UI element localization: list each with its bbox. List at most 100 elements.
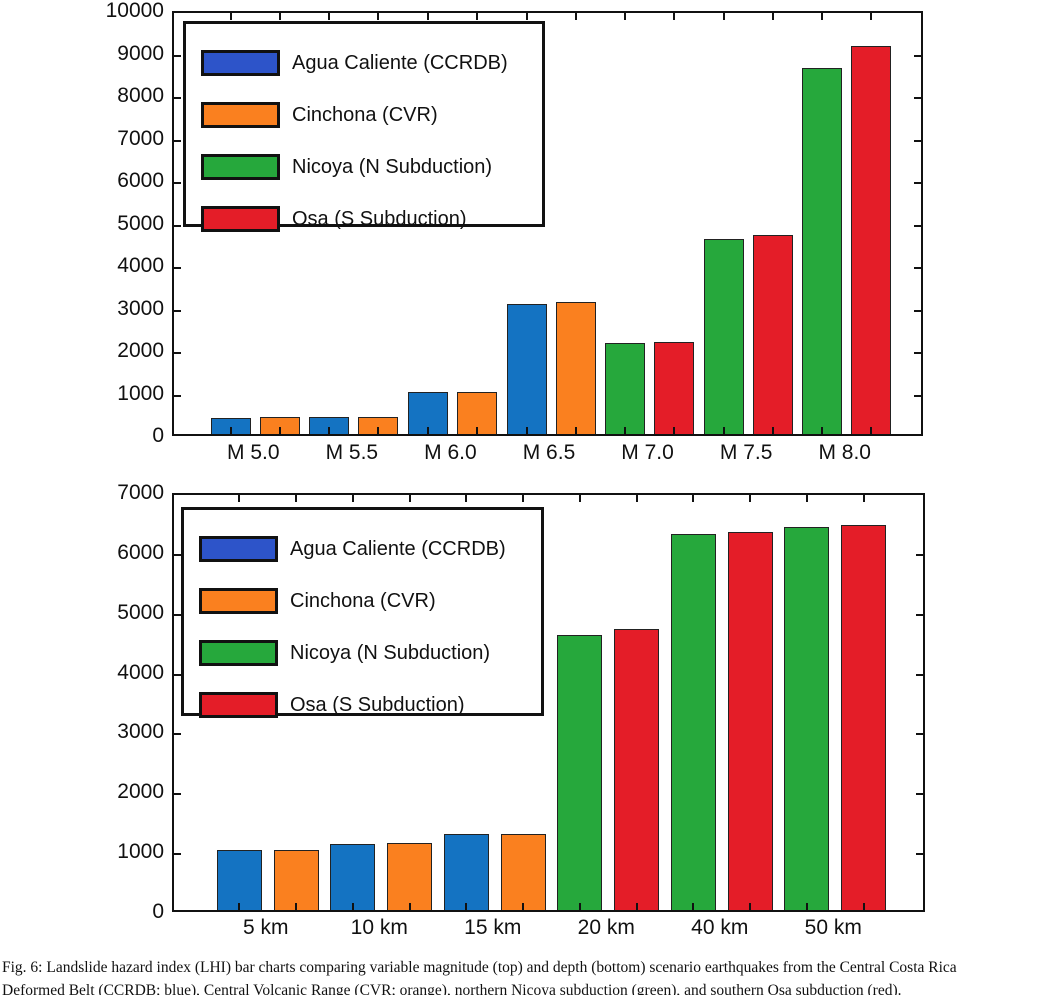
legend-row: Agua Caliente (CCRDB): [201, 37, 542, 89]
bar-m-8.0-green: [802, 67, 843, 434]
y-tick: [174, 54, 181, 57]
y-tick: [174, 182, 181, 184]
y-tick: [174, 97, 181, 99]
y-tick-label: 9000: [117, 41, 164, 65]
x-tick: [238, 495, 241, 502]
y-tick-label: 8000: [117, 84, 164, 107]
bar-40-km-green: [670, 533, 716, 910]
x-tick: [377, 427, 380, 434]
legend-swatch-red: [201, 206, 280, 232]
x-tick-label: 5 km: [242, 916, 289, 939]
x-tick: [862, 903, 865, 910]
x-tick-label: M 6.5: [522, 441, 576, 464]
x-tick-label: M 5.0: [227, 441, 280, 464]
x-tick: [862, 495, 865, 502]
x-tick: [821, 13, 824, 20]
x-tick-label: 20 km: [577, 916, 635, 939]
bar-m-6.5-orange: [555, 302, 596, 434]
caption-line-1: Fig. 6: Landslide hazard index (LHI) bar…: [2, 959, 957, 976]
bar-m-7.0-green: [605, 343, 646, 434]
y-tick-label: 5000: [117, 211, 164, 235]
x-tick: [475, 13, 478, 20]
x-tick: [295, 903, 298, 910]
y-tick: [914, 224, 921, 227]
legend-row: Nicoya (N Subduction): [199, 627, 541, 679]
bar-10-km-bar_blue: [330, 843, 376, 910]
x-tick: [229, 427, 232, 434]
y-tick: [914, 267, 921, 269]
bar-m-7.0-red: [654, 341, 695, 434]
bar-m-6.5-bar_blue: [506, 303, 547, 434]
x-tick: [328, 13, 331, 20]
x-tick: [749, 495, 752, 502]
x-tick: [771, 427, 774, 434]
x-tick: [351, 903, 354, 910]
x-tick-label: M 7.0: [621, 441, 674, 464]
x-tick: [722, 13, 725, 20]
x-tick: [408, 495, 411, 502]
x-tick: [624, 427, 627, 434]
y-tick: [916, 853, 923, 856]
x-tick-label: 10 km: [350, 916, 408, 939]
y-tick: [916, 613, 923, 616]
legend-row: Agua Caliente (CCRDB): [199, 523, 541, 575]
bar-50-km-red: [841, 524, 887, 910]
y-tick-label: 1000: [117, 381, 164, 405]
caption-line-2: Deformed Belt (CCRDB; blue), Central Vol…: [2, 982, 902, 995]
y-tick-label: 2000: [117, 339, 164, 362]
magnitude-chart-legend: Agua Caliente (CCRDB) Cinchona (CVR) Nicoy…: [183, 21, 545, 232]
y-tick-label: 3000: [117, 296, 164, 320]
legend-swatch-orange: [201, 102, 280, 128]
y-tick: [174, 352, 181, 354]
bar-5-km-bar_blue: [216, 850, 262, 910]
x-tick: [692, 903, 695, 910]
legend-swatch-legend_blue: [199, 536, 278, 562]
x-tick-label: M 8.0: [818, 441, 871, 464]
bar-15-km-orange: [500, 833, 546, 910]
y-tick: [914, 54, 921, 57]
y-tick: [174, 309, 181, 312]
legend-item-label: Cinchona (CVR): [290, 589, 436, 612]
x-tick: [805, 903, 808, 910]
legend-row: Osa (S Subduction): [199, 679, 541, 731]
y-tick: [174, 673, 181, 676]
y-tick: [174, 224, 181, 227]
y-tick: [914, 352, 921, 354]
x-tick: [295, 495, 298, 502]
legend-swatch-red: [199, 692, 278, 718]
bar-m-7.5-green: [703, 239, 744, 434]
y-tick: [916, 553, 923, 556]
bar-50-km-green: [784, 526, 830, 910]
y-tick: [916, 793, 923, 796]
bar-40-km-red: [727, 532, 773, 910]
x-tick: [351, 495, 354, 502]
legend-swatch-orange: [199, 588, 278, 614]
y-tick: [174, 793, 181, 796]
bar-m-6.0-bar_blue: [407, 391, 448, 434]
bar-m-5.0-bar_blue: [210, 417, 251, 434]
x-tick: [465, 903, 468, 910]
bar-m-6.0-orange: [456, 391, 497, 434]
x-tick: [635, 903, 638, 910]
x-tick: [465, 495, 468, 502]
x-tick: [722, 427, 725, 434]
x-tick-label: M 6.0: [424, 441, 477, 464]
x-tick: [574, 13, 577, 20]
x-tick-label: M 5.5: [325, 441, 379, 464]
x-tick-label: 40 km: [691, 916, 749, 939]
y-tick: [914, 394, 921, 397]
y-tick-label: 5000: [117, 600, 164, 624]
y-tick: [174, 267, 181, 269]
x-tick: [578, 495, 581, 502]
figure-caption: Fig. 6: Landslide hazard index (LHI) bar…: [2, 956, 1040, 995]
legend-swatch-legend_blue: [201, 50, 280, 76]
bar-m-8.0-red: [851, 45, 892, 434]
x-tick: [749, 903, 752, 910]
legend-item-label: Agua Caliente (CCRDB): [290, 537, 506, 560]
y-tick-label: 3000: [117, 720, 164, 744]
y-tick: [914, 182, 921, 184]
x-tick: [328, 427, 331, 434]
x-tick: [870, 427, 873, 434]
legend-item-label: Nicoya (N Subduction): [292, 155, 493, 178]
